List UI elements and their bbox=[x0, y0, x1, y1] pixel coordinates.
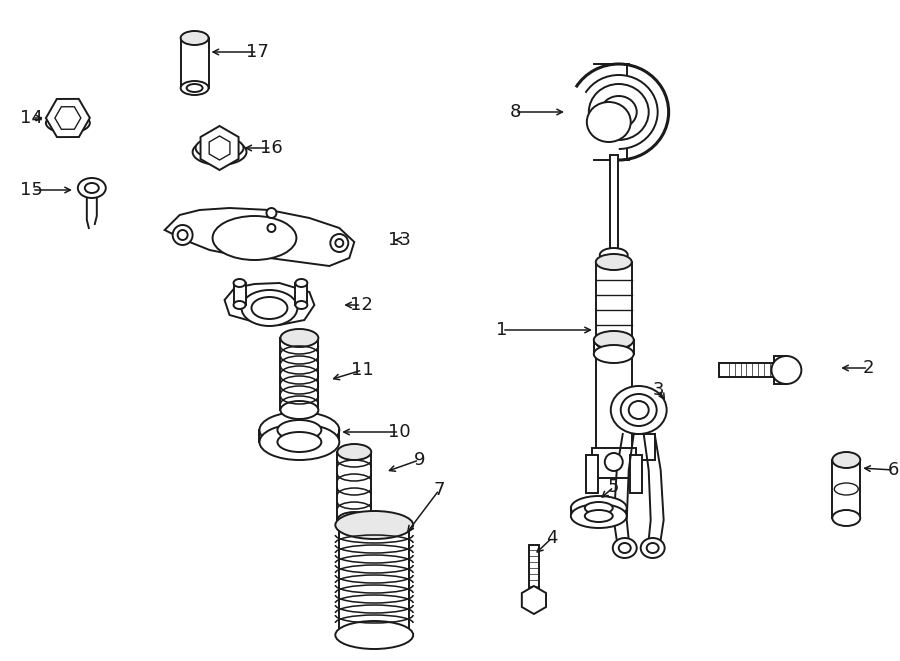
Text: 6: 6 bbox=[887, 461, 899, 479]
FancyBboxPatch shape bbox=[630, 455, 642, 493]
FancyBboxPatch shape bbox=[586, 455, 598, 493]
Circle shape bbox=[605, 453, 623, 471]
Text: 15: 15 bbox=[21, 181, 43, 199]
Text: 8: 8 bbox=[509, 103, 520, 121]
FancyBboxPatch shape bbox=[295, 283, 308, 305]
Ellipse shape bbox=[834, 483, 859, 495]
Ellipse shape bbox=[641, 538, 665, 558]
Ellipse shape bbox=[277, 420, 321, 440]
Polygon shape bbox=[224, 283, 314, 325]
Ellipse shape bbox=[233, 301, 246, 309]
FancyBboxPatch shape bbox=[529, 545, 539, 590]
FancyBboxPatch shape bbox=[181, 38, 209, 88]
Ellipse shape bbox=[585, 502, 613, 514]
Ellipse shape bbox=[629, 401, 649, 419]
Circle shape bbox=[266, 208, 276, 218]
Ellipse shape bbox=[596, 346, 632, 362]
Ellipse shape bbox=[611, 386, 667, 434]
Text: 14: 14 bbox=[21, 109, 43, 127]
Ellipse shape bbox=[596, 334, 632, 350]
Ellipse shape bbox=[571, 504, 626, 528]
FancyBboxPatch shape bbox=[832, 460, 860, 518]
FancyBboxPatch shape bbox=[233, 283, 246, 305]
Ellipse shape bbox=[195, 137, 244, 159]
Text: 13: 13 bbox=[388, 231, 410, 249]
Ellipse shape bbox=[599, 248, 627, 262]
FancyBboxPatch shape bbox=[338, 452, 372, 520]
Text: 7: 7 bbox=[434, 481, 445, 499]
Ellipse shape bbox=[277, 432, 321, 452]
Ellipse shape bbox=[77, 178, 106, 198]
Ellipse shape bbox=[241, 290, 297, 326]
Ellipse shape bbox=[336, 511, 413, 539]
Text: 10: 10 bbox=[388, 423, 410, 441]
Ellipse shape bbox=[295, 279, 308, 287]
Text: 1: 1 bbox=[496, 321, 508, 339]
Ellipse shape bbox=[281, 401, 319, 419]
Ellipse shape bbox=[181, 81, 209, 95]
Ellipse shape bbox=[619, 543, 631, 553]
Text: 2: 2 bbox=[862, 359, 874, 377]
Ellipse shape bbox=[336, 621, 413, 649]
Ellipse shape bbox=[338, 512, 372, 528]
Ellipse shape bbox=[212, 216, 296, 260]
Ellipse shape bbox=[338, 444, 372, 460]
Text: 3: 3 bbox=[652, 381, 664, 399]
FancyBboxPatch shape bbox=[339, 525, 410, 635]
Text: 9: 9 bbox=[413, 451, 425, 469]
FancyBboxPatch shape bbox=[774, 356, 787, 384]
FancyBboxPatch shape bbox=[281, 338, 319, 410]
Text: 5: 5 bbox=[608, 478, 619, 496]
Ellipse shape bbox=[181, 31, 209, 45]
Ellipse shape bbox=[594, 345, 634, 363]
Ellipse shape bbox=[596, 254, 632, 270]
Ellipse shape bbox=[832, 452, 860, 468]
Ellipse shape bbox=[193, 139, 247, 165]
FancyBboxPatch shape bbox=[596, 262, 632, 342]
FancyBboxPatch shape bbox=[610, 155, 617, 255]
Ellipse shape bbox=[85, 183, 99, 193]
FancyBboxPatch shape bbox=[718, 363, 783, 377]
Circle shape bbox=[330, 234, 348, 252]
Polygon shape bbox=[623, 434, 654, 460]
Text: 4: 4 bbox=[546, 529, 558, 547]
Ellipse shape bbox=[585, 510, 613, 522]
FancyBboxPatch shape bbox=[592, 448, 635, 478]
Ellipse shape bbox=[621, 394, 657, 426]
Ellipse shape bbox=[259, 412, 339, 448]
Text: 16: 16 bbox=[260, 139, 283, 157]
FancyBboxPatch shape bbox=[596, 354, 632, 454]
Text: 12: 12 bbox=[350, 296, 373, 314]
Ellipse shape bbox=[251, 297, 287, 319]
Ellipse shape bbox=[594, 331, 634, 349]
Ellipse shape bbox=[571, 496, 626, 520]
Ellipse shape bbox=[186, 84, 202, 92]
Ellipse shape bbox=[647, 543, 659, 553]
Ellipse shape bbox=[613, 538, 636, 558]
Text: 11: 11 bbox=[351, 361, 374, 379]
Circle shape bbox=[173, 225, 193, 245]
Ellipse shape bbox=[771, 356, 801, 384]
Ellipse shape bbox=[46, 113, 90, 133]
FancyBboxPatch shape bbox=[594, 340, 634, 354]
Ellipse shape bbox=[601, 96, 636, 128]
Ellipse shape bbox=[589, 84, 649, 140]
Ellipse shape bbox=[281, 329, 319, 347]
Circle shape bbox=[336, 239, 343, 247]
Ellipse shape bbox=[295, 301, 308, 309]
Circle shape bbox=[267, 224, 275, 232]
Ellipse shape bbox=[233, 279, 246, 287]
Ellipse shape bbox=[832, 510, 860, 526]
Text: 17: 17 bbox=[246, 43, 269, 61]
Ellipse shape bbox=[587, 102, 631, 142]
Ellipse shape bbox=[259, 424, 339, 460]
Polygon shape bbox=[165, 208, 355, 266]
Circle shape bbox=[177, 230, 187, 240]
